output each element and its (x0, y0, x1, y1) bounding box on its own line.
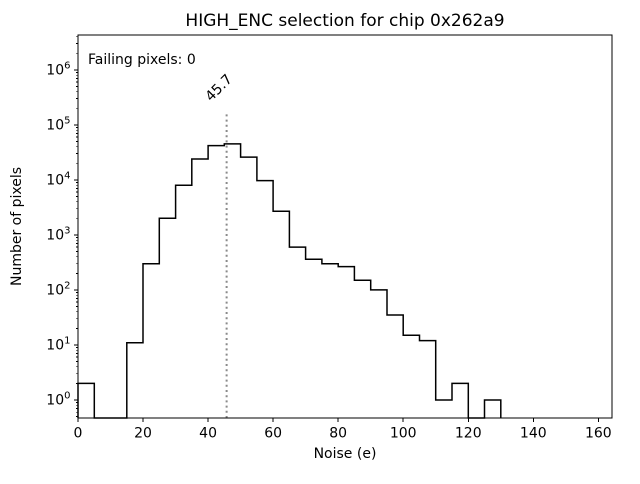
axes-layer: 0 20 40 60 80 100 120 140 160 100 101 102 103 104 105 1… (46, 34, 613, 442)
y-tick-label: 106 (46, 60, 70, 78)
x-tick-label: 100 (390, 426, 417, 442)
histogram-step-line (77, 143, 502, 419)
histogram-layer (77, 112, 502, 419)
y-tick-label: 102 (46, 280, 70, 298)
x-tick-label: 120 (455, 426, 482, 442)
chart-title: HIGH_ENC selection for chip 0x262a9 (185, 11, 504, 31)
axes-spines (77, 34, 613, 419)
x-tick-label: 80 (329, 426, 347, 442)
x-tick-label: 20 (134, 426, 152, 442)
y-tick-label: 103 (46, 225, 70, 243)
x-tick-label: 160 (585, 426, 612, 442)
y-tick-label: 105 (46, 115, 70, 133)
x-tick-label: 60 (264, 426, 282, 442)
x-axis-label: Noise (e) (314, 446, 377, 462)
x-tick-label: 40 (199, 426, 217, 442)
mean-marker-label: 45.7 (203, 71, 236, 104)
failing-pixels-annotation: Failing pixels: 0 (88, 52, 196, 68)
x-tick-label: 0 (74, 426, 83, 442)
y-tick-label: 104 (46, 170, 70, 188)
y-tick-label: 100 (46, 390, 70, 408)
x-tick-label: 140 (520, 426, 547, 442)
y-tick-label: 101 (46, 335, 70, 353)
y-axis-label: Number of pixels (9, 167, 25, 286)
